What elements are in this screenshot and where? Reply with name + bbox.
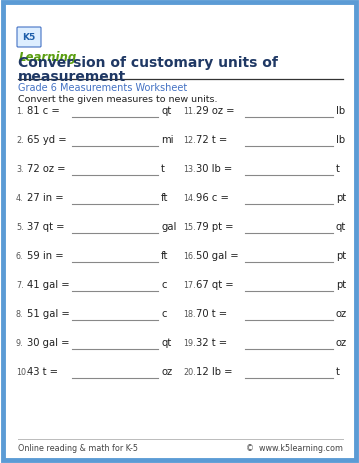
Text: Online reading & math for K-5: Online reading & math for K-5: [18, 443, 138, 452]
Text: 65 yd =: 65 yd =: [27, 135, 67, 144]
Text: 79 pt =: 79 pt =: [196, 221, 233, 232]
Text: 3.: 3.: [16, 165, 23, 174]
Text: pt: pt: [336, 250, 346, 260]
Text: ft: ft: [161, 193, 168, 203]
Text: 29 oz =: 29 oz =: [196, 106, 234, 116]
Text: Conversion of customary units of: Conversion of customary units of: [18, 56, 278, 70]
Text: ft: ft: [161, 250, 168, 260]
Text: 13.: 13.: [183, 165, 196, 174]
Text: t: t: [336, 163, 340, 174]
Text: oz: oz: [336, 337, 347, 347]
Text: 8.: 8.: [16, 309, 23, 319]
Text: 96 c =: 96 c =: [196, 193, 229, 203]
Text: 70 t =: 70 t =: [196, 308, 227, 319]
Text: 7.: 7.: [16, 281, 24, 289]
Text: 32 t =: 32 t =: [196, 337, 227, 347]
Text: 59 in =: 59 in =: [27, 250, 64, 260]
Text: 72 t =: 72 t =: [196, 135, 227, 144]
Text: 19.: 19.: [183, 338, 196, 347]
Text: lb: lb: [336, 106, 345, 116]
Text: 2.: 2.: [16, 136, 24, 144]
Text: 1.: 1.: [16, 107, 23, 116]
Text: gal: gal: [161, 221, 176, 232]
Text: pt: pt: [336, 193, 346, 203]
Text: pt: pt: [336, 279, 346, 289]
Text: qt: qt: [161, 337, 171, 347]
Text: 16.: 16.: [183, 251, 196, 260]
Text: ©  www.k5learning.com: © www.k5learning.com: [246, 443, 343, 452]
Text: measurement: measurement: [18, 70, 126, 84]
Text: 67 qt =: 67 qt =: [196, 279, 234, 289]
FancyBboxPatch shape: [3, 3, 356, 460]
Text: 14.: 14.: [183, 194, 196, 203]
Text: 12.: 12.: [183, 136, 196, 144]
Text: oz: oz: [161, 366, 172, 376]
Text: Convert the given measures to new units.: Convert the given measures to new units.: [18, 95, 218, 104]
Text: 20.: 20.: [183, 367, 196, 376]
Text: 17.: 17.: [183, 281, 196, 289]
Text: 18.: 18.: [183, 309, 196, 319]
Text: 37 qt =: 37 qt =: [27, 221, 65, 232]
Text: mi: mi: [161, 135, 173, 144]
Text: lb: lb: [336, 135, 345, 144]
Text: 41 gal =: 41 gal =: [27, 279, 70, 289]
Text: K5: K5: [22, 33, 36, 43]
Text: oz: oz: [336, 308, 347, 319]
Text: c: c: [161, 308, 167, 319]
Text: 72 oz =: 72 oz =: [27, 163, 65, 174]
Text: 15.: 15.: [183, 223, 196, 232]
Text: qt: qt: [336, 221, 346, 232]
Text: c: c: [161, 279, 167, 289]
Text: 81 c =: 81 c =: [27, 106, 60, 116]
Text: 30 gal =: 30 gal =: [27, 337, 70, 347]
Text: qt: qt: [161, 106, 171, 116]
Text: t: t: [336, 366, 340, 376]
Text: 30 lb =: 30 lb =: [196, 163, 232, 174]
Text: 5.: 5.: [16, 223, 24, 232]
Text: t: t: [161, 163, 165, 174]
Text: 51 gal =: 51 gal =: [27, 308, 70, 319]
Text: 50 gal =: 50 gal =: [196, 250, 239, 260]
Text: Grade 6 Measurements Worksheet: Grade 6 Measurements Worksheet: [18, 83, 187, 93]
Text: 6.: 6.: [16, 251, 23, 260]
Text: 27 in =: 27 in =: [27, 193, 64, 203]
Text: Learning: Learning: [19, 51, 77, 64]
Text: 43 t =: 43 t =: [27, 366, 58, 376]
Text: 4.: 4.: [16, 194, 23, 203]
Text: 10.: 10.: [16, 367, 28, 376]
Text: 12 lb =: 12 lb =: [196, 366, 233, 376]
Text: 9.: 9.: [16, 338, 24, 347]
FancyBboxPatch shape: [17, 28, 41, 48]
Text: 11.: 11.: [183, 107, 196, 116]
